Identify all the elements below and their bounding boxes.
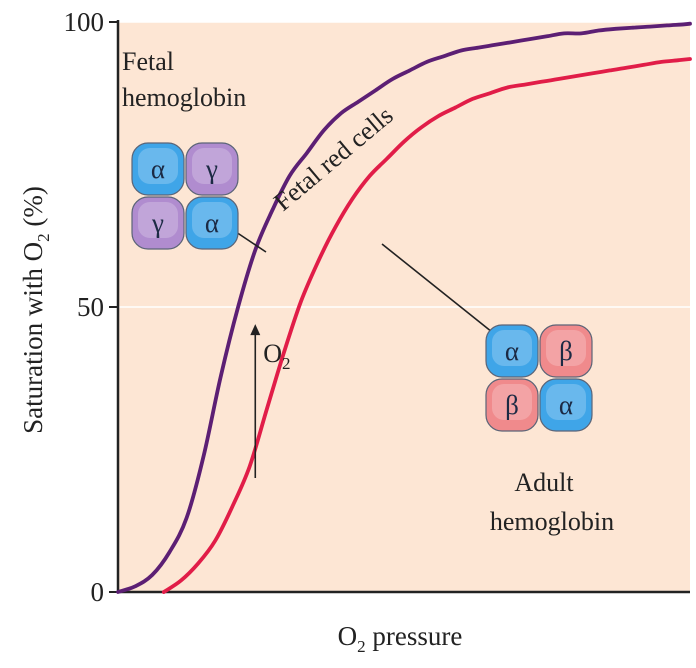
subunit-highlight xyxy=(138,148,178,184)
subunit xyxy=(131,196,185,250)
series-group xyxy=(116,21,692,594)
subunit-highlight xyxy=(192,202,232,238)
fetal-curve xyxy=(116,21,692,594)
fetal-label-line1: Fetal xyxy=(122,47,174,76)
subunit-label: β xyxy=(505,390,519,420)
o2-arrow-label: O2 xyxy=(263,339,290,373)
subunit xyxy=(485,378,539,432)
y-axis-title: Saturation with O2 (%) xyxy=(18,186,53,434)
o2-arrow-head xyxy=(250,324,261,336)
y-tick-labels: 0 50 100 xyxy=(64,7,105,607)
o2-arrow xyxy=(250,324,261,478)
subunit-highlight xyxy=(546,384,586,420)
y-tick-label: 0 xyxy=(91,577,105,607)
subunit-label: α xyxy=(559,390,573,420)
subunit xyxy=(539,324,593,378)
grid-lines xyxy=(118,21,690,308)
adult-hemoglobin-icon: α ββ α xyxy=(485,324,593,432)
adult-label-line2: hemoglobin xyxy=(490,507,614,536)
y-tick-label: 50 xyxy=(77,292,104,322)
subunit-highlight xyxy=(492,384,532,420)
fetal-label-line2: hemoglobin xyxy=(122,83,246,112)
adult-connector-line xyxy=(381,243,508,345)
subunit xyxy=(185,142,239,196)
subunit-highlight xyxy=(492,330,532,366)
subunit xyxy=(185,196,239,250)
subunit-highlight xyxy=(192,148,232,184)
subunit xyxy=(131,142,185,196)
subunit-highlight xyxy=(138,202,178,238)
subunit-label: β xyxy=(559,336,573,366)
adult-label-line1: Adult xyxy=(514,468,574,497)
y-tick-label: 100 xyxy=(64,7,105,37)
subunit-label: α xyxy=(205,208,219,238)
subunit-label: α xyxy=(151,154,165,184)
subunit-label: γ xyxy=(151,208,164,238)
y-tick-marks xyxy=(109,21,118,593)
subunit xyxy=(485,324,539,378)
subunit-label: α xyxy=(505,336,519,366)
fetal-hemoglobin-icon: α γγ α xyxy=(131,142,239,250)
fetal-connector-line xyxy=(235,231,267,253)
subunit-label: γ xyxy=(205,154,218,184)
subunit xyxy=(539,378,593,432)
subunit-highlight xyxy=(546,330,586,366)
adult-curve xyxy=(161,57,692,594)
x-axis-title: O2 pressure xyxy=(338,621,463,656)
